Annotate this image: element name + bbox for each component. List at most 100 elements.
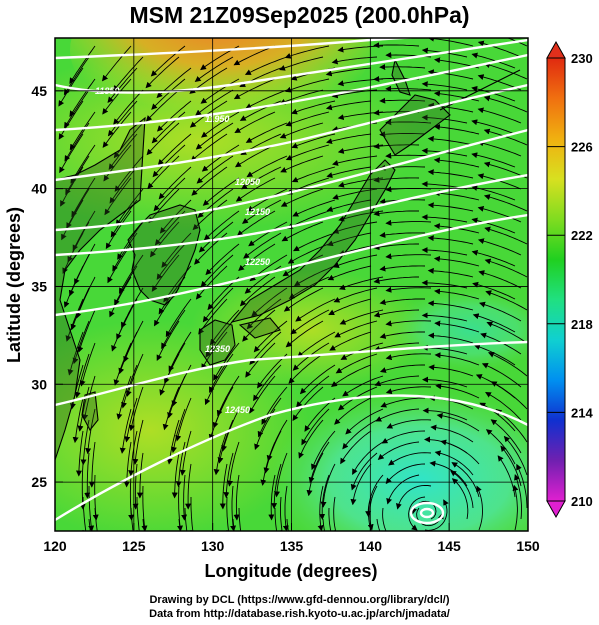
streamline: [251, 287, 288, 317]
streamline: [128, 386, 144, 432]
streamline: [150, 45, 186, 77]
streamline: [44, 431, 47, 476]
coastline-kyushu: [199, 319, 236, 366]
streamline: [190, 529, 192, 531]
streamline: [244, 56, 288, 75]
streamline: [241, 199, 282, 224]
streamline: [233, 78, 276, 100]
height-contour-low-center: [419, 507, 435, 519]
x-tick-label: 145: [437, 538, 461, 554]
streamline: [329, 331, 372, 351]
streamline: [317, 485, 324, 531]
streamline: [433, 124, 480, 135]
streamline: [282, 485, 289, 531]
streamline: [109, 166, 138, 204]
streamline: [385, 152, 432, 159]
coastline-hokkaido: [379, 94, 451, 156]
streamline: [340, 342, 384, 360]
streamline: [74, 353, 90, 399]
streamline: [471, 119, 516, 135]
streamline: [171, 408, 186, 454]
streamline: [200, 78, 240, 104]
streamline: [85, 408, 96, 455]
streamline: [293, 265, 336, 287]
streamline: [113, 342, 132, 386]
streamline: [386, 474, 420, 505]
streamline: [75, 430, 84, 477]
streamline: [249, 375, 276, 414]
data-source-credit: Data from http://database.rish.kyoto-u.a…: [149, 608, 450, 620]
streamline: [124, 397, 138, 443]
streamline: [141, 485, 148, 531]
streamline: [217, 419, 234, 464]
streamline: [70, 287, 90, 331]
coastline-taiwan: [81, 391, 99, 431]
streamline: [15, 123, 35, 163]
streamline: [408, 496, 426, 531]
streamline: [481, 363, 522, 388]
streamline: [190, 497, 194, 531]
streamline: [273, 452, 288, 498]
streamline: [125, 353, 144, 397]
streamline: [136, 497, 140, 531]
streamline: [379, 97, 426, 104]
streamline: [331, 56, 378, 65]
colorbar: 230 226 222 218 214 210: [546, 40, 593, 519]
streamline: [219, 463, 228, 510]
height-contour-line: [55, 83, 528, 182]
streamline: [332, 155, 378, 166]
streamline: [421, 312, 468, 322]
streamline: [111, 309, 132, 352]
streamline: [58, 100, 84, 140]
streamline: [280, 155, 324, 173]
streamline: [385, 219, 432, 226]
streamline: [30, 233, 47, 274]
streamline: [157, 133, 192, 166]
streamline: [512, 484, 519, 531]
streamline: [379, 131, 426, 138]
streamline: [61, 199, 84, 241]
streamline: [483, 62, 528, 80]
colorbar-tick-label: 214: [571, 405, 593, 420]
colorbar-tick-label: 218: [571, 317, 593, 332]
streamline: [66, 188, 90, 229]
streamline: [427, 169, 474, 179]
streamline: [209, 309, 240, 346]
streamline: [112, 56, 144, 92]
streamline: [373, 276, 419, 284]
streamline: [490, 381, 528, 410]
streamline: [213, 430, 228, 476]
streamline: [476, 485, 483, 531]
streamline: [202, 177, 240, 206]
streamline: [385, 286, 432, 293]
height-contour-line: [55, 38, 528, 94]
streamline: [253, 320, 288, 353]
streamline: [33, 299, 47, 342]
streamline: [373, 176, 420, 183]
streamline: [161, 309, 186, 350]
streamline: [205, 320, 234, 358]
streamline: [196, 155, 234, 184]
streamline: [246, 155, 288, 178]
streamline: [58, 67, 84, 107]
streamline: [253, 364, 282, 402]
streamline: [248, 221, 288, 247]
streamline: [31, 420, 35, 465]
streamline: [72, 320, 90, 365]
streamline: [427, 235, 474, 245]
streamline: [238, 243, 276, 272]
streamline: [279, 89, 324, 105]
streamline: [483, 194, 528, 212]
streamline: [21, 145, 41, 185]
streamline: [450, 470, 474, 509]
streamline: [374, 375, 420, 387]
streamline: [234, 111, 276, 133]
streamline: [368, 496, 372, 531]
streamline: [386, 419, 432, 429]
y-axis-title: Latitude (degrees): [4, 207, 24, 363]
streamline: [485, 290, 528, 311]
height-contour-line: [55, 128, 528, 232]
streamline: [35, 332, 47, 375]
y-tick-label: 45: [31, 83, 47, 99]
